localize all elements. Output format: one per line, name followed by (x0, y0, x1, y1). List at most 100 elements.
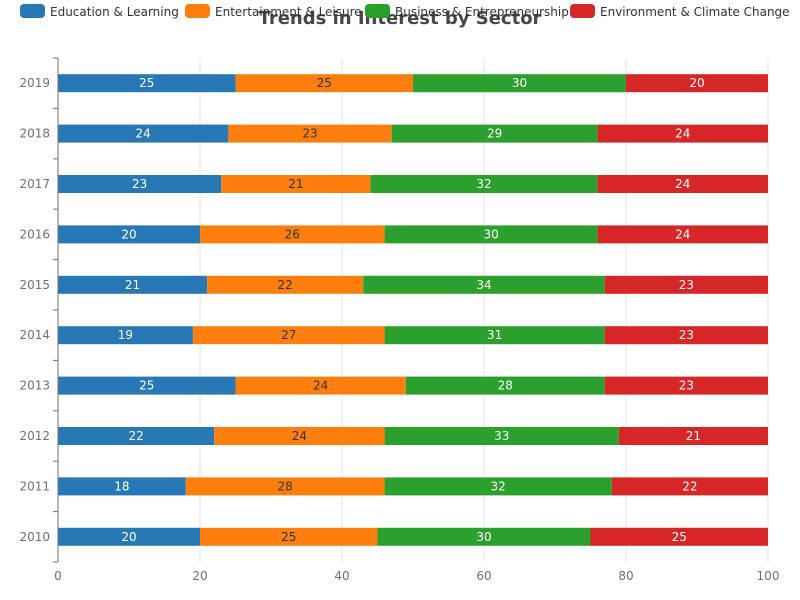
bar-segment[interactable] (611, 477, 768, 496)
bar-segment[interactable] (384, 427, 619, 445)
bar-segment[interactable] (207, 275, 364, 294)
bar-segment[interactable] (377, 527, 591, 546)
bar-value-label: 24 (675, 177, 690, 191)
bar-segment[interactable] (235, 376, 406, 395)
bar-segment[interactable] (370, 175, 598, 193)
legend-swatch[interactable] (185, 4, 210, 18)
legend[interactable]: Education & Learning Entertainment & Leis… (20, 4, 790, 19)
bar-segment[interactable] (384, 326, 605, 345)
legend-item-label[interactable]: Education & Learning (50, 5, 179, 19)
bar-value-label: 24 (136, 127, 151, 141)
bar-value-label: 30 (476, 530, 491, 544)
y-tick-label: 2012 (19, 429, 50, 443)
y-tick-label: 2015 (19, 278, 50, 292)
bar-segment[interactable] (58, 477, 186, 496)
bar-segment[interactable] (221, 175, 371, 193)
bar-value-label: 25 (281, 530, 296, 544)
bar-value-label: 21 (125, 278, 140, 292)
bar-value-label: 21 (288, 177, 303, 191)
bar-segment[interactable] (235, 74, 414, 93)
x-tick-label: 0 (54, 569, 62, 583)
bar-value-label: 22 (682, 479, 697, 493)
legend-item-label[interactable]: Entertainment & Leisure (215, 5, 362, 19)
bar-value-label: 23 (132, 177, 147, 191)
bar-segment[interactable] (597, 225, 768, 244)
y-tick-label: 2017 (19, 177, 50, 191)
bar-value-label: 23 (679, 328, 694, 342)
bar-value-label: 28 (278, 479, 293, 493)
bar-segment[interactable] (58, 275, 208, 294)
bar-segment[interactable] (185, 477, 385, 496)
bar-value-label: 20 (121, 530, 136, 544)
bar-segment[interactable] (192, 326, 385, 345)
bar-segment[interactable] (413, 74, 626, 93)
x-tick-label: 100 (757, 569, 780, 583)
bar-segment[interactable] (618, 427, 768, 445)
legend-item-label[interactable]: Environment & Climate Change (600, 5, 790, 19)
bar-segment[interactable] (58, 326, 193, 345)
axes: 0 20 40 60 80 100 2010 2011 2012 2013 2014 2015 2016… (19, 57, 780, 583)
bar-value-label: 18 (114, 479, 129, 493)
bar-segment[interactable] (597, 175, 768, 193)
bar-segment[interactable] (626, 74, 768, 93)
bar-value-label: 33 (494, 429, 509, 443)
bar-value-label: 27 (281, 328, 296, 342)
bar-segment[interactable] (604, 326, 768, 345)
bar-segment[interactable] (384, 477, 612, 496)
bar-value-label: 24 (313, 379, 328, 393)
bar-value-label: 28 (498, 379, 513, 393)
bar-value-label: 29 (487, 127, 502, 141)
bar-segment[interactable] (590, 527, 769, 546)
bars: 20 25 30 25 18 28 32 22 22 24 33 21 25 24 28 23 19 27 31 23… (58, 74, 768, 546)
bar-segment[interactable] (391, 124, 598, 143)
bar-value-label: 31 (487, 328, 502, 342)
bar-segment[interactable] (58, 225, 200, 244)
bar-value-label: 20 (121, 227, 136, 241)
bar-segment[interactable] (58, 175, 222, 193)
legend-swatch[interactable] (20, 4, 45, 18)
bar-segment[interactable] (405, 376, 605, 395)
bar-segment[interactable] (58, 124, 229, 143)
bar-segment[interactable] (58, 74, 236, 93)
bar-value-label: 25 (672, 530, 687, 544)
bar-segment[interactable] (384, 225, 598, 244)
bar-segment[interactable] (58, 376, 236, 395)
y-tick-label: 2010 (19, 530, 50, 544)
y-tick-label: 2018 (19, 127, 50, 141)
bar-segment[interactable] (58, 527, 200, 546)
bar-value-label: 32 (491, 479, 506, 493)
legend-swatch[interactable] (365, 4, 390, 18)
bar-value-label: 22 (128, 429, 143, 443)
bar-value-label: 30 (483, 227, 498, 241)
bar-value-label: 30 (512, 76, 527, 90)
y-tick-label: 2016 (19, 227, 50, 241)
bar-segment[interactable] (604, 275, 768, 294)
bar-segment[interactable] (597, 124, 768, 143)
legend-swatch[interactable] (570, 4, 595, 18)
bar-value-label: 32 (476, 177, 491, 191)
legend-item-label[interactable]: Business & Entrepreneurship (395, 5, 569, 19)
bar-value-label: 20 (689, 76, 704, 90)
bar-value-label: 26 (285, 227, 300, 241)
bar-segment[interactable] (363, 275, 605, 294)
bar-segment[interactable] (228, 124, 392, 143)
bar-value-label: 25 (139, 379, 154, 393)
bar-value-label: 19 (118, 328, 133, 342)
bar-segment[interactable] (58, 427, 215, 445)
bar-value-label: 24 (675, 227, 690, 241)
y-tick-label: 2019 (19, 76, 50, 90)
bar-segment[interactable] (200, 225, 385, 244)
bar-value-label: 22 (278, 278, 293, 292)
x-tick-label: 40 (334, 569, 349, 583)
bar-segment[interactable] (200, 527, 378, 546)
y-tick-label: 2014 (19, 328, 50, 342)
bar-value-label: 23 (302, 127, 317, 141)
bar-segment[interactable] (604, 376, 768, 395)
bar-value-label: 23 (679, 278, 694, 292)
bar-segment[interactable] (214, 427, 385, 445)
y-tick-label: 2013 (19, 379, 50, 393)
y-tick-label: 2011 (19, 479, 50, 493)
bar-value-label: 21 (686, 429, 701, 443)
x-tick-label: 80 (618, 569, 633, 583)
